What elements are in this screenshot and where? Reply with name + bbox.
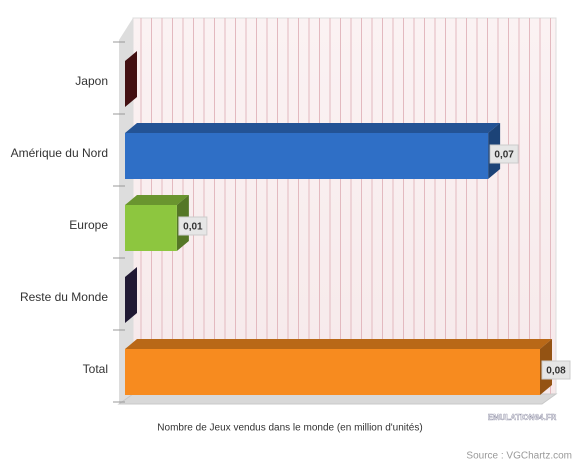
value-label-box [489, 144, 519, 164]
y-tick-label: Total [83, 362, 108, 376]
bar-top [125, 123, 501, 133]
x-axis-label: Nombre de Jeux vendus dans le monde (en … [157, 423, 422, 434]
bar-side [125, 51, 137, 107]
bar [125, 133, 489, 179]
watermark: EMULATION64.FR [488, 413, 557, 422]
floor [117, 393, 558, 405]
back-wall [132, 17, 557, 395]
y-tick-label: Amérique du Nord [11, 146, 108, 160]
value-label-box [178, 216, 208, 236]
source: Source : VGChartz.com [466, 451, 572, 462]
value-label-box [541, 360, 571, 380]
bar-top [125, 339, 552, 349]
y-tick-label: Japon [75, 74, 108, 88]
value-label: 0,08 [546, 366, 566, 377]
plot-walls [117, 17, 558, 405]
bar [125, 349, 540, 395]
value-label: 0,01 [183, 222, 203, 233]
bar [125, 205, 177, 251]
y-tick-label: Reste du Monde [20, 290, 108, 304]
value-label: 0,07 [494, 150, 514, 161]
y-tick-label: Europe [69, 218, 108, 232]
bar-top [125, 195, 189, 205]
bar-side [125, 267, 137, 323]
